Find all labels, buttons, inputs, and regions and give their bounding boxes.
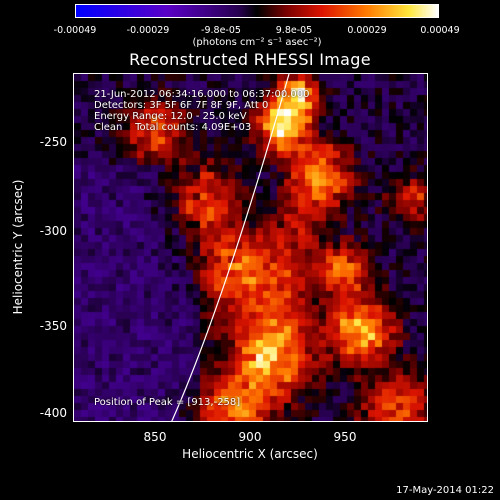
solar-limb <box>171 74 290 421</box>
y-tick: -350 <box>39 319 67 333</box>
info-peak: Position of Peak = [913,-258] <box>94 397 241 408</box>
info-detectors: Detectors: 3F 5F 6F 7F 8F 9F, Att 0 <box>94 100 269 111</box>
x-axis-label: Heliocentric X (arcsec) <box>182 447 318 461</box>
colorbar-tick: -0.00049 <box>53 25 97 36</box>
x-tick: 950 <box>333 430 357 444</box>
colorbar-tick: -0.00029 <box>126 25 170 36</box>
colorbar-tick: 0.00049 <box>420 25 460 36</box>
colorbar <box>75 4 439 18</box>
plot-title: Reconstructed RHESSI Image <box>129 50 371 69</box>
colorbar-tick: -9.8e-05 <box>201 25 241 36</box>
timestamp-footer: 17-May-2014 01:22 <box>396 485 494 496</box>
colorbar-tick: 9.8e-05 <box>275 25 313 36</box>
info-energy: Energy Range: 12.0 - 25.0 keV <box>94 111 247 122</box>
y-tick: -300 <box>39 224 67 238</box>
x-tick: 900 <box>238 430 262 444</box>
colorbar-units: (photons cm⁻² s⁻¹ asec⁻²) <box>192 37 322 48</box>
colorbar-tick: 0.00029 <box>347 25 387 36</box>
limb-line <box>171 74 290 421</box>
info-time: 21-Jun-2012 06:34:16.000 to 06:37:00.000 <box>94 89 310 100</box>
rhessi-image <box>74 74 427 421</box>
y-tick: -250 <box>39 135 67 149</box>
y-tick: -400 <box>39 406 67 420</box>
info-clean: Clean Total counts: 4.09E+03 <box>94 122 252 133</box>
y-axis-label: Heliocentric Y (arcsec) <box>11 179 25 315</box>
x-tick: 850 <box>143 430 167 444</box>
image-plot: 21-Jun-2012 06:34:16.000 to 06:37:00.000… <box>73 73 428 422</box>
